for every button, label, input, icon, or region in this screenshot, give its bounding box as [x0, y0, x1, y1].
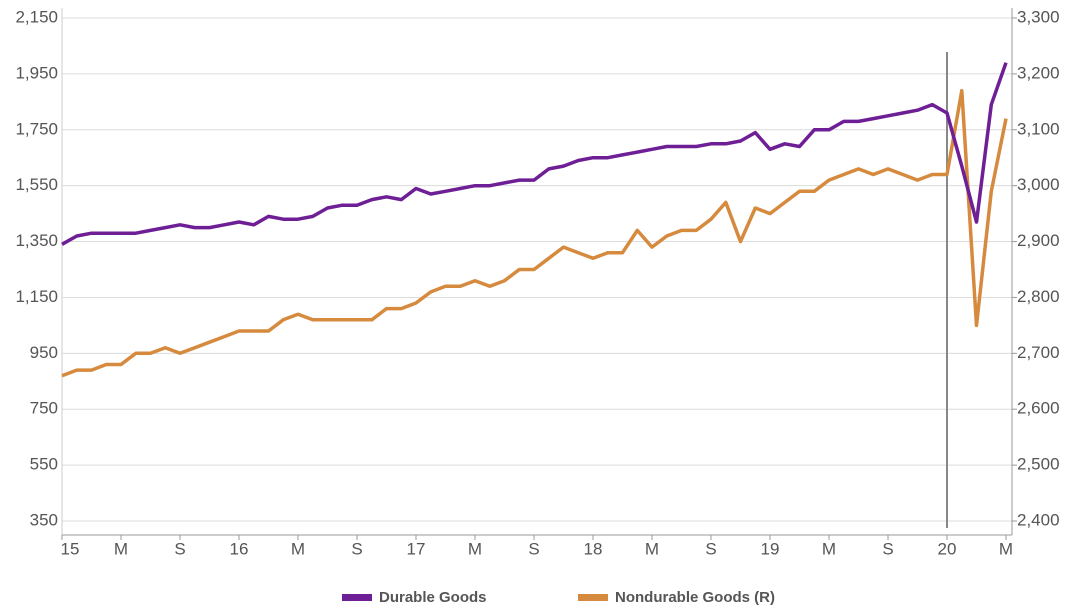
x-tick-label: M — [468, 539, 482, 558]
x-tick-label: M — [999, 539, 1013, 558]
x-tick-label: 17 — [407, 539, 426, 558]
x-tick-label: M — [822, 539, 836, 558]
legend-swatch — [342, 594, 372, 601]
y2-tick-label: 3,000 — [1017, 175, 1060, 194]
line-series — [61, 88, 1008, 378]
x-tick-label: 16 — [230, 539, 249, 558]
y-tick-label: 1,350 — [15, 231, 58, 250]
y-tick-label: 550 — [30, 455, 58, 474]
y-tick-label: 1,750 — [15, 119, 58, 138]
y-tick-label: 2,150 — [15, 7, 58, 26]
y-tick-label: 1,550 — [15, 175, 58, 194]
y-tick-label: 1,950 — [15, 63, 58, 82]
legend-label: Durable Goods — [379, 589, 487, 606]
x-tick-label: S — [174, 539, 185, 558]
legend-label: Nondurable Goods (R) — [615, 589, 775, 606]
y2-tick-label: 2,600 — [1017, 399, 1060, 418]
y-tick-label: 350 — [30, 510, 58, 529]
legend-swatch — [578, 594, 608, 601]
x-tick-label: S — [705, 539, 716, 558]
y2-tick-label: 2,800 — [1017, 287, 1060, 306]
x-tick-label: M — [291, 539, 305, 558]
x-tick-label: M — [114, 539, 128, 558]
y2-tick-label: 2,400 — [1017, 510, 1060, 529]
y2-tick-label: 3,200 — [1017, 63, 1060, 82]
y2-tick-label: 2,500 — [1017, 455, 1060, 474]
y-tick-label: 950 — [30, 343, 58, 362]
x-tick-label: S — [351, 539, 362, 558]
line-series — [61, 62, 1008, 246]
x-tick-label: 19 — [761, 539, 780, 558]
y2-tick-label: 2,700 — [1017, 343, 1060, 362]
y-tick-label: 750 — [30, 399, 58, 418]
y2-tick-label: 3,100 — [1017, 119, 1060, 138]
x-tick-label: 20 — [938, 539, 957, 558]
x-tick-label: S — [528, 539, 539, 558]
y-tick-label: 1,150 — [15, 287, 58, 306]
x-tick-label: 18 — [584, 539, 603, 558]
x-tick-label: 15 — [61, 539, 80, 558]
x-tick-label: S — [882, 539, 893, 558]
x-tick-label: M — [645, 539, 659, 558]
y2-tick-label: 2,900 — [1017, 231, 1060, 250]
y2-tick-label: 3,300 — [1017, 7, 1060, 26]
